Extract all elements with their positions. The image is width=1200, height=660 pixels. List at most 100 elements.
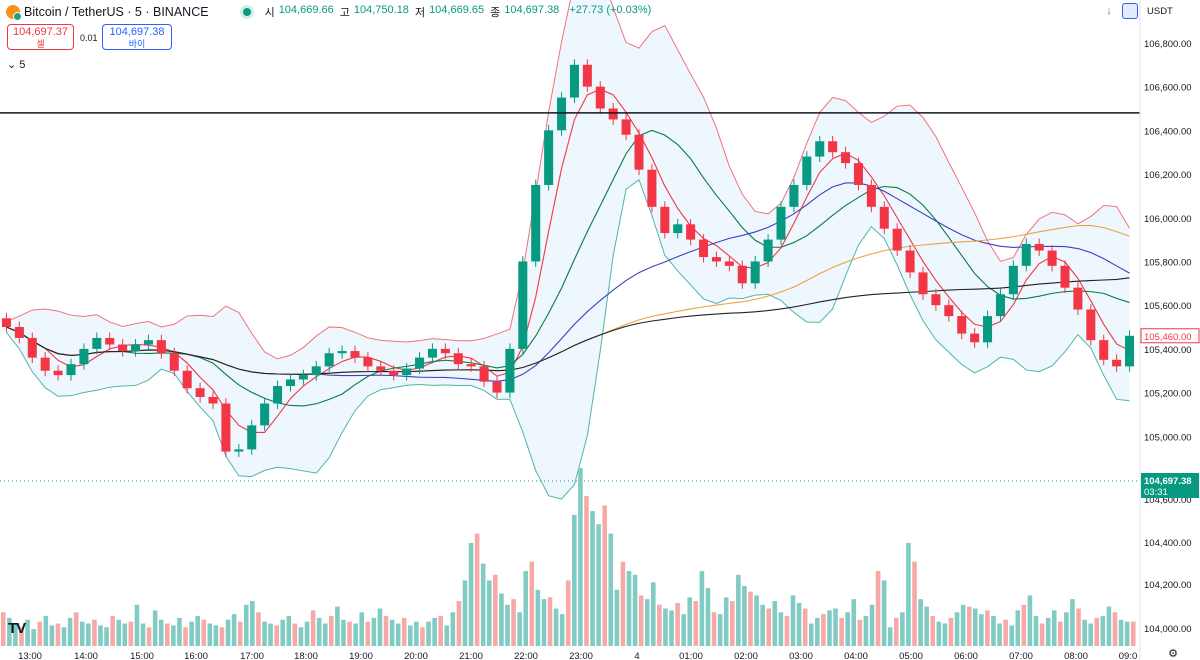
candle-body xyxy=(156,340,166,354)
indicator-collapse-toggle[interactable]: ⌄ 5 xyxy=(7,58,25,71)
ohlc-key: 고 xyxy=(339,7,350,19)
volume-bar xyxy=(1039,623,1045,646)
volume-bar xyxy=(863,616,869,646)
candle-body xyxy=(634,134,644,170)
volume-bar xyxy=(699,571,705,646)
volume-bar xyxy=(1027,595,1033,646)
volume-bar xyxy=(584,496,589,646)
bollinger-band-fill xyxy=(6,0,1130,500)
y-tick-label: 106,200.00 xyxy=(1144,170,1192,181)
ma-black-line xyxy=(6,277,1130,375)
x-tick-label: 22:00 xyxy=(514,651,538,660)
volume-bar xyxy=(942,623,948,646)
candle-body xyxy=(983,316,993,343)
volume-bar xyxy=(189,621,194,646)
volume-bar xyxy=(395,623,401,646)
symbol-header: Bitcoin / TetherUS · 5 · BINANCE 시 104,66… xyxy=(6,3,653,21)
volume-bar xyxy=(274,625,279,646)
volume-bar xyxy=(359,612,364,646)
volume-bar xyxy=(1003,619,1008,646)
volume-bar xyxy=(833,608,838,646)
volume-bar xyxy=(420,627,425,646)
y-tick-label: 104,400.00 xyxy=(1144,538,1192,549)
candle-body xyxy=(1047,250,1057,266)
arrow-down-icon[interactable]: ↓ xyxy=(1106,5,1112,17)
symbol-title[interactable]: Bitcoin / TetherUS · 5 · BINANCE xyxy=(24,5,209,19)
screenshot-icon[interactable] xyxy=(1122,3,1138,19)
volume-bar xyxy=(1070,599,1075,646)
candle-body xyxy=(221,403,231,452)
volume-bar xyxy=(140,623,146,646)
volume-bar xyxy=(341,619,346,646)
candle-body xyxy=(853,163,863,185)
candle-body xyxy=(957,316,967,334)
candle-body xyxy=(440,348,450,354)
x-tick-label: 04:00 xyxy=(844,651,868,660)
volume-bar xyxy=(329,616,334,646)
candle-body xyxy=(750,261,760,284)
volume-bar xyxy=(1100,616,1106,646)
volume-bar xyxy=(565,580,571,646)
volume-bar xyxy=(474,533,480,646)
volume-bar xyxy=(869,604,875,646)
currency-select[interactable]: USDT xyxy=(1147,6,1173,17)
volume-bar xyxy=(553,608,559,646)
candle-body xyxy=(298,375,308,380)
volume-bar xyxy=(954,612,960,646)
volume-bar xyxy=(122,623,128,646)
candle-body xyxy=(944,305,954,317)
candle-body xyxy=(866,184,876,207)
volume-bar xyxy=(1064,612,1069,646)
bollinger-upper-line xyxy=(6,0,1130,360)
candle-body xyxy=(557,97,567,131)
volume-bar xyxy=(1,612,6,646)
candle-body xyxy=(970,333,980,343)
candle-body xyxy=(505,348,515,393)
x-tick-label: 19:00 xyxy=(349,651,373,660)
volume-bar xyxy=(371,617,377,646)
volume-bar xyxy=(195,616,200,646)
volume-bar xyxy=(736,574,741,646)
tradingview-logo-icon[interactable]: TV xyxy=(8,620,26,637)
volume-bar xyxy=(304,621,310,646)
volume-bar xyxy=(365,621,371,646)
candle-body xyxy=(724,261,734,266)
volume-bar xyxy=(250,601,255,646)
candle-body xyxy=(686,224,696,240)
volume-bar xyxy=(596,524,601,646)
x-tick-label: 4 xyxy=(634,651,639,660)
volume-bar xyxy=(687,597,693,646)
volume-bar xyxy=(924,606,929,646)
gear-icon[interactable]: ⚙ xyxy=(1168,648,1178,660)
volume-bar xyxy=(851,599,857,646)
volume-bar xyxy=(61,627,67,646)
x-tick-label: 09:0 xyxy=(1119,651,1138,660)
volume-bar xyxy=(626,571,632,646)
volume-bar xyxy=(322,623,328,646)
volume-bar xyxy=(110,616,115,646)
volume-bar xyxy=(486,580,492,646)
volume-bar xyxy=(559,614,565,646)
y-tick-label: 104,000.00 xyxy=(1144,624,1192,635)
buy-button[interactable]: 104,697.38 바이 xyxy=(102,24,172,50)
candle-body xyxy=(892,228,902,251)
volume-bar xyxy=(729,601,735,646)
volume-bar xyxy=(158,619,164,646)
volume-bar xyxy=(219,627,225,646)
interval-label: 5 xyxy=(19,59,26,71)
candle-body xyxy=(363,357,373,367)
volume-bar xyxy=(67,617,73,646)
candle-body xyxy=(337,351,347,354)
sell-button[interactable]: 104,697.37 셀 xyxy=(7,24,74,50)
candle-body xyxy=(569,64,579,98)
candle-body xyxy=(763,239,773,262)
y-tick-label: 104,200.00 xyxy=(1144,580,1192,591)
volume-bar xyxy=(468,542,474,646)
volume-bar xyxy=(802,608,808,646)
candle-body xyxy=(802,156,812,185)
volume-bar xyxy=(790,595,796,646)
volume-bar xyxy=(256,612,261,646)
candle-body xyxy=(118,344,128,352)
volume-bar xyxy=(7,617,12,646)
